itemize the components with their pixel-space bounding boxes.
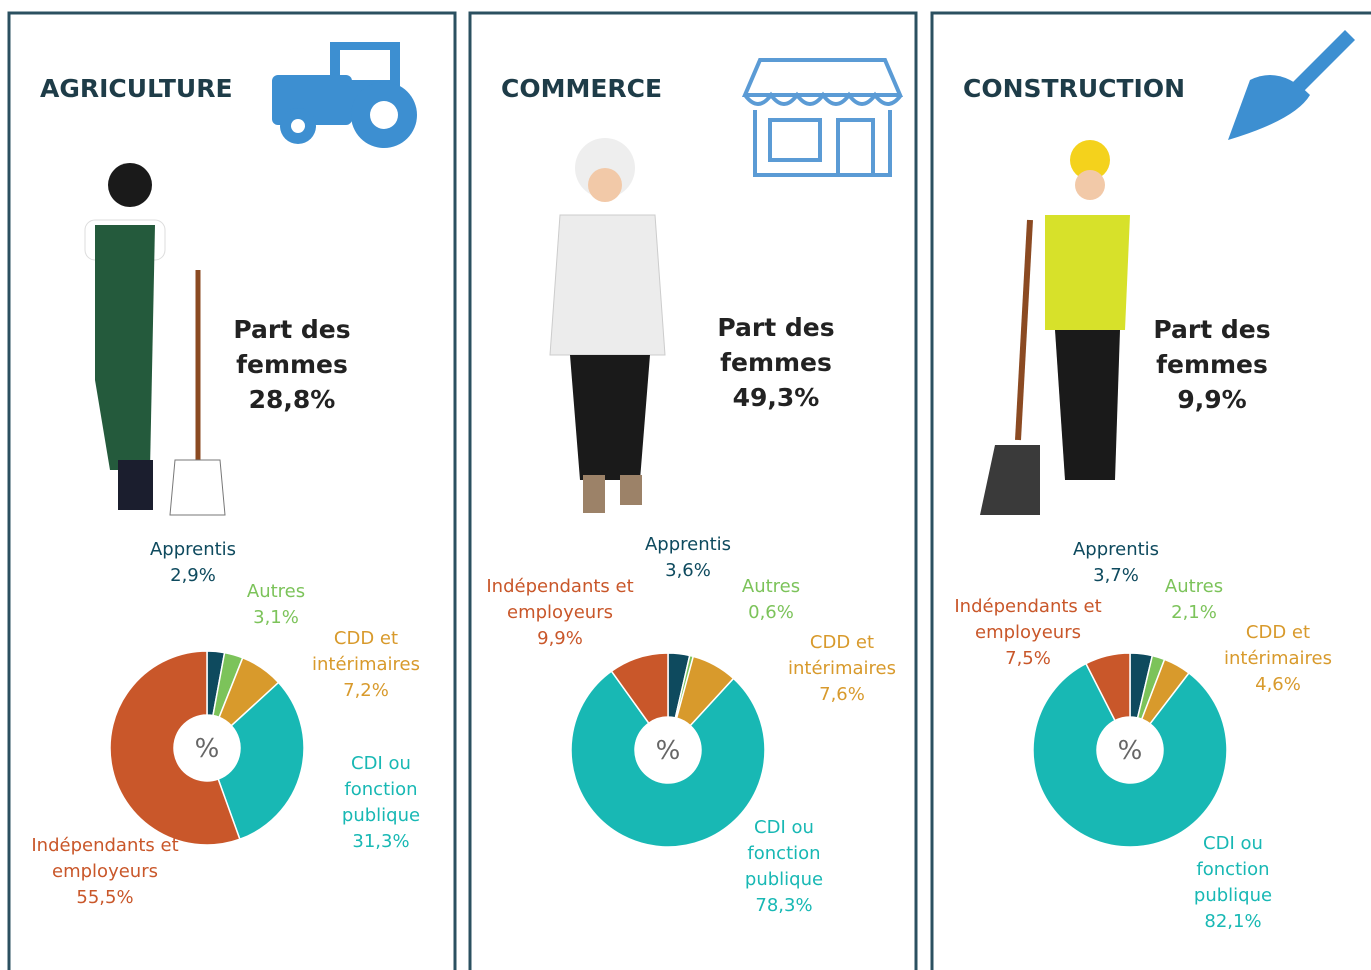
category-name: CDI ou fonction publique: [1193, 833, 1273, 906]
segment-label: Autres 3,1%: [226, 579, 326, 631]
category-name: Indépendants et employeurs: [31, 835, 179, 882]
category-name: Autres: [1164, 576, 1224, 597]
value-label: 3,6%: [665, 560, 711, 581]
category-name: Indépendants et employeurs: [486, 576, 634, 623]
segment-label: CDI ou fonction publique 78,3%: [739, 815, 829, 919]
category-name: Indépendants et employeurs: [954, 596, 1102, 643]
share-value: 49,3%: [732, 383, 820, 412]
segment-label: Apprentis 3,6%: [628, 532, 748, 584]
category-name: Apprentis: [1072, 539, 1160, 560]
segment-label: Apprentis 2,9%: [133, 537, 253, 589]
share-box: Part des femmes 9,9%: [1142, 312, 1282, 417]
share-box: Part des femmes 49,3%: [706, 310, 846, 415]
segment-label: CDD et intérimaires 4,6%: [1223, 620, 1333, 698]
pie-segment: [1032, 662, 1228, 848]
center-label: %: [656, 736, 681, 766]
category-name: CDI ou fonction publique: [744, 817, 824, 890]
value-label: 7,5%: [1005, 648, 1051, 669]
segment-label: CDD et intérimaires 7,6%: [787, 630, 897, 708]
category-name: CDD et intérimaires: [312, 628, 420, 675]
value-label: 78,3%: [755, 895, 813, 916]
tractor-icon: [272, 42, 417, 148]
farmer-illustration: [84, 163, 226, 516]
segment-label: Apprentis 3,7%: [1056, 537, 1176, 589]
value-label: 7,6%: [819, 684, 865, 705]
segment-label: Indépendants et employeurs 9,9%: [480, 574, 640, 652]
value-label: 9,9%: [537, 628, 583, 649]
category-name: Autres: [741, 576, 801, 597]
center-label: %: [1118, 736, 1143, 766]
segment-label: CDI ou fonction publique 31,3%: [336, 751, 426, 855]
pie-segment: [570, 670, 766, 848]
pie-segment: [1084, 652, 1131, 722]
value-label: 3,7%: [1093, 565, 1139, 586]
share-label: Part des femmes: [233, 315, 351, 379]
panel-border: [930, 11, 1371, 970]
share-label: Part des femmes: [1153, 315, 1271, 379]
pie-segment: [610, 652, 669, 725]
category-name: Apprentis: [644, 534, 732, 555]
segment-label: CDI ou fonction publique 82,1%: [1188, 831, 1278, 935]
value-label: 82,1%: [1204, 911, 1262, 932]
share-value: 28,8%: [248, 385, 336, 414]
panel-border: [468, 11, 918, 970]
panel-title: AGRICULTURE: [40, 74, 233, 103]
category-name: Apprentis: [149, 539, 237, 560]
category-name: CDI ou fonction publique: [341, 753, 421, 826]
share-label: Part des femmes: [717, 313, 835, 377]
cook-illustration: [549, 138, 666, 513]
category-name: Autres: [246, 581, 306, 602]
value-label: 7,2%: [343, 680, 389, 701]
share-value: 9,9%: [1177, 385, 1247, 414]
shop-icon: [741, 58, 904, 177]
value-label: 3,1%: [253, 607, 299, 628]
pie-segment: [217, 681, 305, 841]
value-label: 4,6%: [1255, 674, 1301, 695]
panel-title: COMMERCE: [501, 74, 663, 103]
share-box: Part des femmes 28,8%: [222, 312, 362, 417]
segment-label: CDD et intérimaires 7,2%: [311, 626, 421, 704]
trowel-icon: [1228, 30, 1355, 140]
panel-borders: [7, 11, 1371, 970]
value-label: 31,3%: [352, 831, 410, 852]
pie-segment: [109, 650, 241, 846]
center-label: %: [195, 734, 220, 764]
category-name: CDD et intérimaires: [1224, 622, 1332, 669]
segment-label: Indépendants et employeurs 7,5%: [948, 594, 1108, 672]
panel-border: [7, 11, 457, 970]
segment-label: Autres 0,6%: [721, 574, 821, 626]
value-label: 0,6%: [748, 602, 794, 623]
category-name: CDD et intérimaires: [788, 632, 896, 679]
value-label: 2,9%: [170, 565, 216, 586]
value-label: 55,5%: [76, 887, 134, 908]
value-label: 2,1%: [1171, 602, 1217, 623]
segment-label: Indépendants et employeurs 55,5%: [25, 833, 185, 911]
builder-illustration: [980, 140, 1130, 515]
segment-label: Autres 2,1%: [1144, 574, 1244, 626]
panel-title: CONSTRUCTION: [963, 74, 1186, 103]
